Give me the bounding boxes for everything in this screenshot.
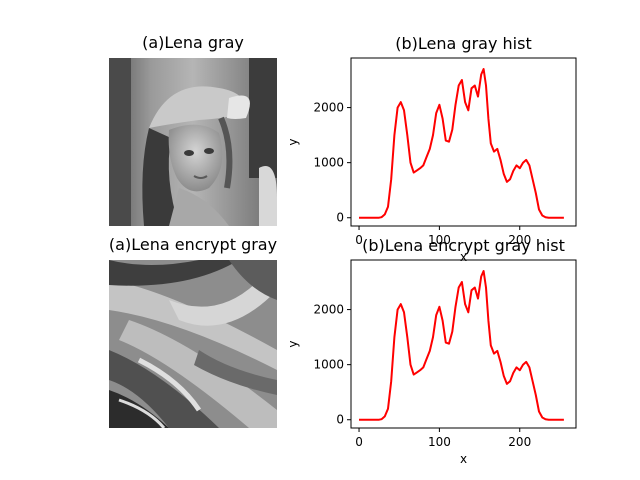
- chart1-series-line: [359, 68, 564, 219]
- chart2-ylabel: y: [286, 340, 300, 347]
- chart1-xtick-label: 200: [508, 233, 531, 247]
- chart1-xlabel: x: [460, 250, 467, 264]
- chart2-title: (b)Lena encrypt gray hist: [362, 236, 565, 255]
- chart2-xtick-label: 200: [508, 435, 531, 449]
- lena-encrypt-image: [109, 260, 277, 428]
- chart2-series-line: [359, 270, 564, 421]
- chart1-ytick-label: 1000: [313, 156, 344, 170]
- chart2-xtick-label: 100: [428, 435, 451, 449]
- chart2-ytick-label: 1000: [313, 358, 344, 372]
- chart1-xtick-label: 100: [428, 233, 451, 247]
- lena-gray-title: (a)Lena gray: [142, 33, 244, 52]
- chart2-ytick-label: 2000: [313, 303, 344, 317]
- lena-gray-picture: [109, 58, 277, 226]
- chart1-axes-frame: [350, 57, 577, 227]
- chart2-ytick-label: 0: [336, 413, 344, 427]
- lena-encrypt-title: (a)Lena encrypt gray: [108, 235, 278, 254]
- chart1-ytick-label: 2000: [313, 101, 344, 115]
- chart1-title: (b)Lena gray hist: [395, 34, 531, 53]
- chart2-xtick-label: 0: [355, 435, 363, 449]
- lena-gray-image: [109, 58, 277, 226]
- chart2-axes-frame: [350, 259, 577, 429]
- chart2-xlabel: x: [460, 452, 467, 466]
- chart1-ytick-label: 0: [336, 211, 344, 225]
- chart1-xtick-label: 0: [355, 233, 363, 247]
- lena-encrypt-picture: [109, 260, 277, 428]
- chart1-ylabel: y: [286, 138, 300, 145]
